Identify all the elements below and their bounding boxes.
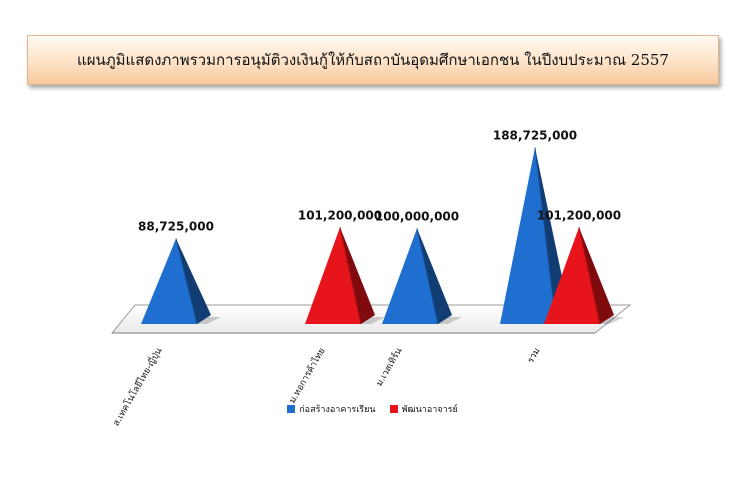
data-label: 101,200,000	[298, 208, 382, 222]
legend: ก่อสร้างอาคารเรียน พัฒนาอาจารย์	[0, 402, 745, 416]
x-tick-label: ม.เวสเทิร์น	[373, 346, 405, 389]
pyramid-side-face	[417, 228, 452, 324]
data-label: 188,725,000	[493, 129, 577, 143]
chart-title-box: แผนภูมิแสดงภาพรวมการอนุมัติวงเงินกู้ให้ก…	[27, 35, 719, 85]
data-label: 88,725,000	[138, 220, 214, 234]
x-tick-label: รวม	[526, 346, 543, 365]
data-label: 100,000,000	[375, 209, 459, 223]
pyramid-side-face	[340, 227, 375, 324]
pyramid-edge	[416, 228, 439, 325]
legend-swatch-blue	[287, 405, 296, 413]
pyramid-bar	[544, 227, 600, 324]
pyramid-edge	[578, 227, 601, 325]
legend-item-series-2: พัฒนาอาจารย์	[389, 402, 458, 416]
legend-label-series-1: ก่อสร้างอาคารเรียน	[299, 405, 376, 415]
data-label: 101,200,000	[537, 208, 621, 222]
pyramid-bar	[500, 147, 556, 324]
pyramid-edge	[175, 238, 198, 325]
legend-swatch-red	[389, 405, 398, 413]
x-tick-label: ม.หอการค้าไทย	[287, 346, 328, 405]
pyramid-edge	[339, 227, 362, 325]
chart-title: แผนภูมิแสดงภาพรวมการอนุมัติวงเงินกู้ให้ก…	[77, 51, 669, 69]
pyramid-bar	[305, 227, 361, 324]
pyramid-edge	[534, 147, 557, 325]
pyramid-side-face	[579, 227, 614, 324]
pyramid-bar	[382, 228, 438, 324]
pyramid-side-face	[176, 238, 211, 324]
pyramid-bar	[141, 238, 197, 324]
legend-item-series-1: ก่อสร้างอาคารเรียน	[287, 402, 376, 416]
legend-label-series-2: พัฒนาอาจารย์	[401, 405, 458, 415]
